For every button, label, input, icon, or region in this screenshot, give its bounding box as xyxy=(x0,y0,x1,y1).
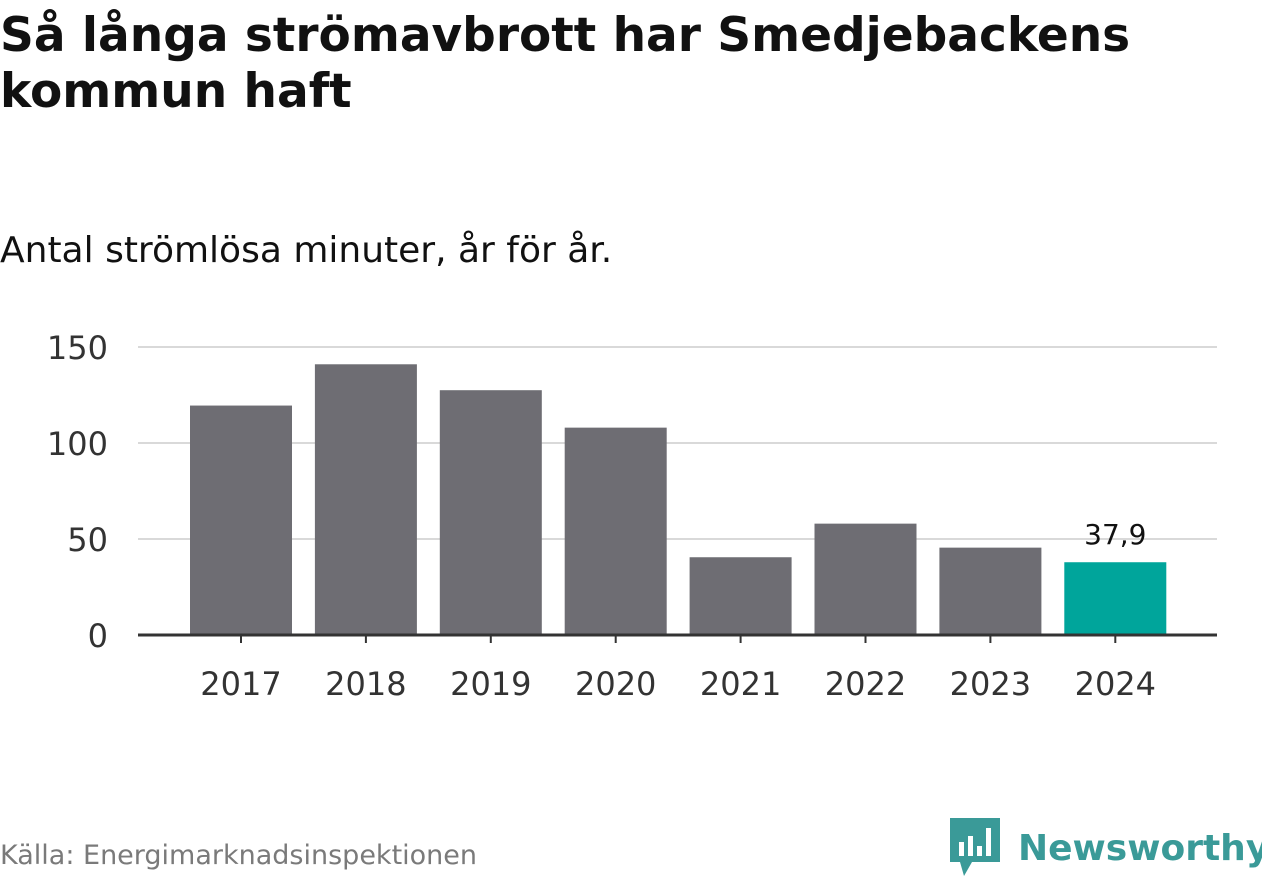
x-tick-label-2022: 2022 xyxy=(825,665,906,703)
x-tick-label-2018: 2018 xyxy=(325,665,406,703)
x-tick-label-2017: 2017 xyxy=(200,665,281,703)
labels: 0 50 100 150 2017 2018 2019 2020 2021 2022 2023 202… xyxy=(47,329,1156,703)
bar-2021 xyxy=(689,557,792,635)
grid-lines xyxy=(138,346,1217,540)
x-tick-label-2024: 2024 xyxy=(1075,665,1156,703)
bar-2017 xyxy=(190,405,292,635)
bar-2019 xyxy=(439,390,542,635)
bar-2023 xyxy=(939,547,1042,635)
chart-title: Så långa strömavbrott har Smedjebackens … xyxy=(0,8,1131,120)
source-note: Källa: Energimarknadsinspektionen xyxy=(0,840,478,871)
brand-name: Newsworthy xyxy=(1018,827,1262,869)
bar-2024 xyxy=(1064,562,1167,635)
y-tick-label-150: 150 xyxy=(47,329,108,367)
newsworthy-logo-icon xyxy=(950,818,1000,876)
x-tick-label-2020: 2020 xyxy=(575,665,656,703)
bars xyxy=(190,364,1167,635)
y-tick-label-0: 0 xyxy=(88,617,108,655)
bar-chart: 0 50 100 150 2017 2018 2019 2020 2021 2022 2023 202… xyxy=(47,329,1217,703)
chart-subtitle: Antal strömlösa minuter, år för år. xyxy=(0,230,613,271)
x-tick-label-2023: 2023 xyxy=(950,665,1031,703)
bar-2018 xyxy=(314,364,417,635)
bar-2020 xyxy=(564,427,667,635)
y-tick-label-50: 50 xyxy=(67,521,108,559)
data-label-2024: 37,9 xyxy=(1084,518,1146,551)
x-tick-label-2021: 2021 xyxy=(700,665,781,703)
y-tick-label-100: 100 xyxy=(47,425,108,463)
x-tick-label-2019: 2019 xyxy=(450,665,531,703)
bar-2022 xyxy=(814,523,917,635)
axes xyxy=(138,633,1217,643)
brand-logo: Newsworthy xyxy=(950,818,1262,878)
